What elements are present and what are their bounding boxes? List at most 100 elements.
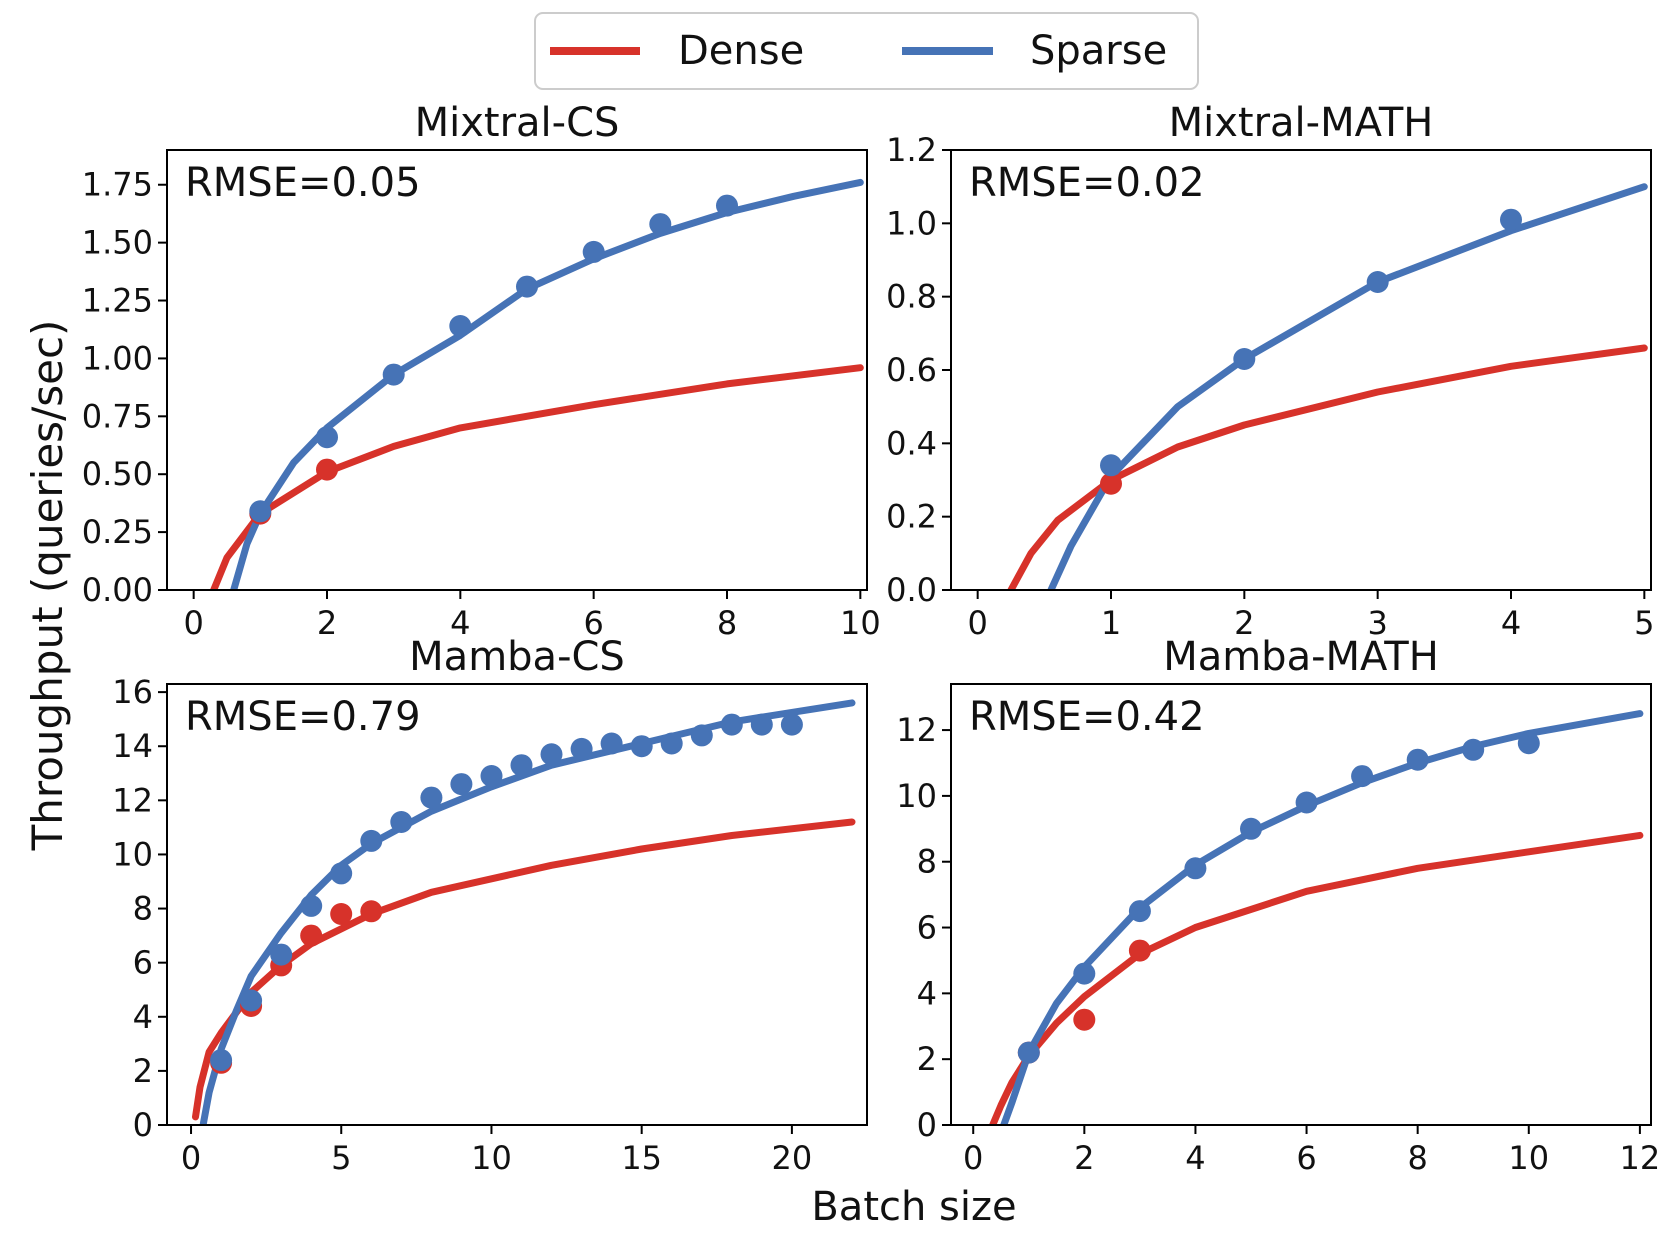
mamba-cs-y-tick-label: 8: [133, 890, 153, 928]
mixtral-math-sparse-point-3: [1366, 271, 1389, 293]
mamba-math-panel: Mamba-MATH 0 2 4 6 8 10 12 0 2 4 6 8 10 12 RMSE=0.42: [896, 634, 1660, 1177]
mamba-math-y-tick-label: 4: [917, 974, 937, 1012]
mamba-cs-sparse-point-2: [240, 989, 263, 1012]
mamba-math-dense-point-3: [1128, 939, 1151, 962]
mamba-cs-x-tick-label: 5: [331, 1139, 351, 1177]
mixtral-cs-sparse-point-4: [449, 315, 472, 337]
mamba-math-y-tick-label: 0: [917, 1106, 937, 1144]
mixtral-cs-sparse-point-7: [649, 213, 672, 236]
mamba-math-x-tick-label: 12: [1620, 1139, 1660, 1177]
mixtral-cs-sparse-point-6: [582, 240, 605, 263]
mixtral-math-x-tick-label: 5: [1634, 604, 1654, 642]
mixtral-math-sparse-point-1: [1100, 454, 1122, 477]
mamba-math-sparse-fit-curve: [1000, 710, 1644, 1125]
mamba-math-sparse-point-9: [1462, 738, 1485, 761]
mamba-cs-x-tick-label: 10: [471, 1139, 512, 1177]
mamba-cs-sparse-point-6: [360, 829, 383, 852]
mixtral-cs-title: Mixtral-CS: [415, 100, 620, 146]
mixtral-cs-y-tick-label: 1.25: [82, 282, 153, 320]
mamba-math-y-tick-label: 6: [917, 909, 937, 947]
mamba-cs-sparse-point-20: [780, 713, 803, 736]
mixtral-cs-axes-frame: [166, 149, 868, 591]
mamba-math-sparse-point-3: [1128, 900, 1151, 923]
mixtral-math-x-tick-label: 4: [1501, 604, 1521, 642]
mamba-math-x-tick-label: 6: [1296, 1139, 1316, 1177]
legend-label-sparse: Sparse: [1030, 28, 1167, 74]
mixtral-cs-sparse-fit-curve: [230, 178, 864, 590]
mamba-cs-sparse-point-11: [510, 754, 533, 777]
mamba-cs-y-tick-label: 6: [133, 944, 153, 982]
mamba-cs-dense-point-6: [360, 900, 383, 923]
mixtral-cs-sparse-point-5: [516, 275, 538, 298]
y-axis-label: Throughput (queries/sec): [23, 320, 72, 852]
mixtral-cs-y-tick-label: 0.00: [82, 571, 153, 609]
mixtral-math-title: Mixtral-MATH: [1169, 100, 1434, 146]
mixtral-math-y-tick-label: 0.8: [886, 278, 937, 316]
mixtral-math-panel: Mixtral-MATH 0 1 2 3 4 5 0.0 0.2 0.4 0.6 0.8 1.0 1.2 R…: [886, 100, 1654, 642]
mixtral-cs-x-tick-label: 0: [183, 604, 203, 642]
mixtral-cs-y-tick-label: 0.75: [82, 397, 153, 435]
mamba-cs-x-tick-label: 0: [181, 1139, 201, 1177]
mixtral-cs-sparse-point-8: [716, 194, 738, 217]
mamba-cs-y-tick-label: 14: [112, 727, 153, 765]
mamba-math-sparse-point-7: [1351, 765, 1374, 788]
mixtral-cs-y-tick-label: 1.75: [82, 166, 153, 204]
mamba-cs-dense-point-5: [330, 903, 353, 925]
legend: Dense Sparse: [534, 12, 1199, 90]
mamba-math-y-tick-label: 12: [896, 711, 937, 749]
mixtral-math-x-tick-label: 0: [967, 604, 987, 642]
mixtral-math-x-tick-label: 1: [1101, 604, 1121, 642]
mixtral-cs-dense-point-2: [316, 458, 338, 481]
mixtral-cs-y-tick-label: 0.50: [82, 455, 153, 493]
mixtral-cs-sparse-point-3: [382, 363, 405, 386]
mamba-math-sparse-point-2: [1073, 962, 1096, 985]
mamba-math-x-tick-label: 8: [1407, 1139, 1427, 1177]
mixtral-math-dense-point-1: [1100, 472, 1122, 495]
mamba-math-rmse-annotation: RMSE=0.42: [969, 694, 1205, 740]
mamba-cs-sparse-point-14: [600, 732, 623, 755]
mixtral-cs-y-tick-label: 1.50: [82, 224, 153, 262]
mamba-cs-sparse-point-3: [270, 943, 293, 966]
mixtral-math-dense-fit-curve: [1007, 344, 1648, 590]
mixtral-cs-sparse-point-1: [249, 500, 272, 523]
mixtral-cs-sparse-point-2: [316, 426, 338, 449]
mamba-cs-sparse-point-18: [720, 713, 743, 736]
mamba-math-y-tick-label: 10: [896, 777, 937, 815]
mixtral-math-sparse-point-2: [1233, 348, 1256, 370]
mixtral-math-y-tick-label: 1.0: [886, 204, 937, 242]
mamba-math-sparse-point-10: [1517, 732, 1540, 755]
mamba-cs-sparse-point-8: [420, 786, 443, 809]
mamba-math-sparse-point-4: [1184, 857, 1207, 880]
mamba-cs-dense-point-4: [300, 924, 323, 947]
subplot-grid: Mixtral-CS0 2 4 6 8 100.000.250.500.751.001.2…: [82, 100, 1660, 1177]
mixtral-math-x-tick-label: 3: [1367, 604, 1387, 642]
mixtral-cs-y-tick-label: 0.25: [82, 513, 153, 551]
mixtral-cs-dense-fit-curve: [210, 364, 864, 590]
mamba-math-x-tick-label: 2: [1074, 1139, 1094, 1177]
mamba-cs-sparse-point-1: [210, 1049, 233, 1072]
mixtral-math-y-tick-label: 1.2: [886, 131, 937, 169]
mamba-math-sparse-point-8: [1406, 748, 1429, 771]
mamba-cs-sparse-point-13: [570, 737, 593, 760]
mamba-math-sparse-point-5: [1240, 817, 1262, 840]
mixtral-cs-y-tick-label: 1.00: [82, 339, 153, 377]
mamba-math-x-tick-label: 10: [1508, 1139, 1549, 1177]
mamba-cs-title: Mamba-CS: [409, 634, 625, 680]
mixtral-math-y-tick-label: 0.6: [886, 351, 937, 389]
mamba-cs-panel: Mamba-CS 0 5 10 15 20 0 2 4 6 8 10 12 14 16 RMSE=0.79: [112, 634, 868, 1177]
mamba-math-sparse-point-1: [1017, 1041, 1040, 1064]
mamba-math-x-tick-label: 4: [1185, 1139, 1205, 1177]
mamba-cs-y-tick-label: 16: [112, 673, 153, 711]
mixtral-math-y-tick-label: 0.0: [886, 571, 937, 609]
mamba-cs-sparse-point-19: [750, 713, 773, 736]
mixtral-math-sparse-point-4: [1500, 208, 1522, 231]
mamba-cs-rmse-annotation: RMSE=0.79: [185, 694, 421, 740]
mamba-math-x-tick-label: 0: [963, 1139, 983, 1177]
x-axis-label: Batch size: [811, 1184, 1016, 1230]
mamba-cs-sparse-point-10: [480, 765, 503, 787]
mamba-cs-x-tick-label: 15: [621, 1139, 662, 1177]
mixtral-cs-x-tick-label: 10: [840, 604, 881, 642]
mamba-math-dense-point-2: [1073, 1008, 1096, 1031]
